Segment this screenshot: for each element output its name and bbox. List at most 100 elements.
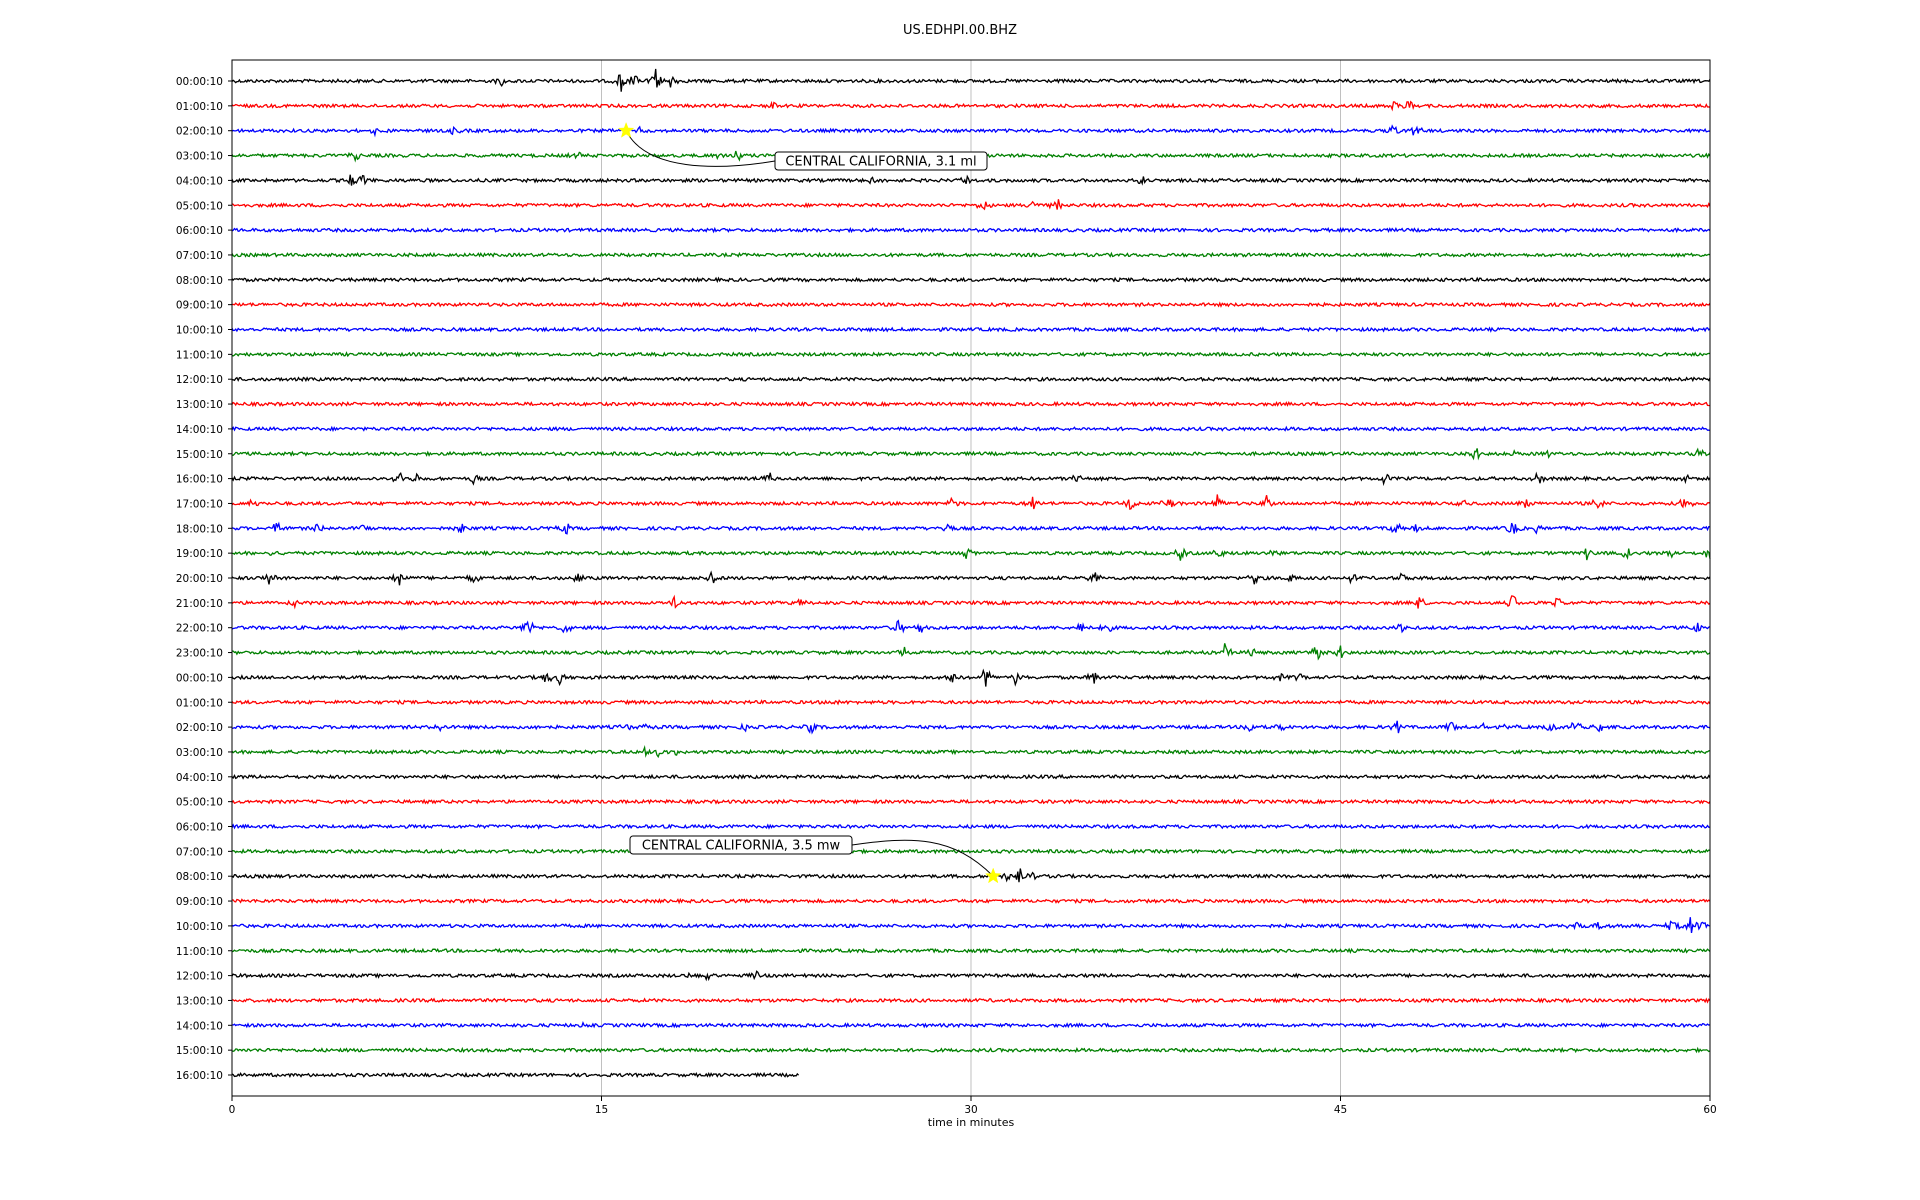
- x-tick-label: 45: [1334, 1104, 1347, 1116]
- y-tick-label: 21:00:10: [176, 598, 223, 610]
- y-tick-label: 13:00:10: [176, 399, 223, 411]
- y-tick-label: 10:00:10: [176, 921, 223, 933]
- trace-line: [231, 848, 1711, 855]
- trace-line: [231, 471, 1711, 487]
- y-tick-label: 09:00:10: [176, 896, 223, 908]
- trace-line: [231, 699, 1711, 706]
- trace-line: [231, 570, 1711, 586]
- y-tick-label: 11:00:10: [176, 349, 223, 361]
- trace-line: [231, 400, 1711, 408]
- trace-line: [231, 720, 1711, 735]
- y-tick-label: 14:00:10: [176, 424, 223, 436]
- trace-line: [231, 970, 1711, 982]
- trace-line: [231, 798, 1711, 805]
- y-tick-label: 19:00:10: [176, 548, 223, 560]
- y-tick-label: 04:00:10: [176, 175, 223, 187]
- y-tick-label: 12:00:10: [176, 971, 223, 983]
- y-tick-label: 01:00:10: [176, 101, 223, 113]
- y-tick-label: 01:00:10: [176, 697, 223, 709]
- trace-line: [231, 226, 1711, 234]
- annotation-box: [629, 835, 853, 855]
- trace-line: [231, 100, 1711, 112]
- y-tick-label: 06:00:10: [176, 822, 223, 834]
- y-tick-label: 18:00:10: [176, 523, 223, 535]
- trace-line: [231, 917, 1711, 934]
- trace-line: [231, 326, 1711, 333]
- trace-line: [231, 276, 1711, 284]
- x-tick-label: 60: [1703, 1104, 1716, 1116]
- y-tick-label: 10:00:10: [176, 325, 223, 337]
- y-tick-label: 08:00:10: [176, 275, 223, 287]
- trace-line: [231, 376, 1711, 383]
- trace-line: [232, 997, 1711, 1004]
- trace-line: [231, 1046, 1711, 1054]
- y-tick-label: 03:00:10: [176, 151, 223, 163]
- trace-line: [231, 351, 1711, 358]
- x-axis-label: time in minutes: [928, 1116, 1015, 1129]
- annotation-connector: [625, 130, 776, 167]
- y-tick-label: 06:00:10: [176, 225, 223, 237]
- event-star-marker: [617, 121, 635, 138]
- trace-line: [231, 199, 1711, 211]
- x-tick-label: 15: [595, 1104, 608, 1116]
- annotation-text: CENTRAL CALIFORNIA, 3.5 mw: [642, 839, 841, 854]
- trace-line: [232, 547, 1711, 561]
- trace-line: [231, 174, 1711, 186]
- trace-line: [231, 251, 1711, 259]
- y-tick-label: 11:00:10: [176, 946, 223, 958]
- y-tick-label: 02:00:10: [176, 126, 223, 138]
- y-tick-label: 23:00:10: [176, 648, 223, 660]
- y-tick-label: 15:00:10: [176, 1045, 223, 1057]
- trace-line: [231, 594, 1711, 610]
- annotation-box: [774, 151, 988, 171]
- y-tick-label: 17:00:10: [176, 498, 223, 510]
- trace-line: [231, 868, 1711, 883]
- y-tick-label: 05:00:10: [176, 797, 223, 809]
- y-tick-label: 00:00:10: [176, 672, 223, 684]
- trace-line: [231, 947, 1711, 955]
- trace-line: [231, 447, 1711, 461]
- y-tick-label: 00:00:10: [176, 76, 223, 88]
- trace-line: [231, 744, 1711, 759]
- y-tick-label: 15:00:10: [176, 449, 223, 461]
- trace-line: [231, 619, 1711, 634]
- trace-line: [231, 68, 1711, 92]
- y-tick-label: 07:00:10: [176, 846, 223, 858]
- x-axis: 0 15 30 45 60: [229, 1096, 1717, 1116]
- y-tick-label: 20:00:10: [176, 573, 223, 585]
- trace-line: [231, 494, 1711, 510]
- trace-line: [231, 1071, 800, 1079]
- trace-line: [231, 521, 1711, 535]
- chart-title: US.EDHPI.00.BHZ: [903, 23, 1017, 38]
- y-tick-label: 22:00:10: [176, 623, 223, 635]
- y-tick-label: 09:00:10: [176, 300, 223, 312]
- trace-line: [231, 124, 1711, 138]
- annotation-connector: [851, 839, 994, 877]
- x-tick-label: 0: [229, 1104, 236, 1116]
- y-tick-label: 07:00:10: [176, 250, 223, 262]
- annotation-layer: CENTRAL CALIFORNIA, 3.1 ml CENTRAL CALIFO…: [617, 121, 1002, 884]
- y-tick-label: 02:00:10: [176, 722, 223, 734]
- x-tick-label: 30: [964, 1104, 977, 1116]
- y-tick-label: 16:00:10: [176, 474, 223, 486]
- y-tick-label: 08:00:10: [176, 871, 223, 883]
- trace-line: [231, 897, 1711, 905]
- trace-line: [231, 823, 1711, 830]
- trace-layer: [231, 68, 1711, 1079]
- event-star-marker: [984, 867, 1002, 884]
- y-tick-label: 16:00:10: [176, 1070, 223, 1082]
- trace-line: [231, 1021, 1711, 1029]
- y-tick-label: 14:00:10: [176, 1020, 223, 1032]
- y-tick-label: 05:00:10: [176, 200, 223, 212]
- trace-line: [231, 301, 1711, 308]
- trace-line: [231, 668, 1711, 687]
- y-tick-label: 04:00:10: [176, 772, 223, 784]
- y-tick-label: 03:00:10: [176, 747, 223, 759]
- trace-line: [231, 773, 1711, 780]
- y-tick-label: 12:00:10: [176, 374, 223, 386]
- trace-line: [231, 425, 1711, 433]
- trace-line: [232, 643, 1711, 661]
- annotation-text: CENTRAL CALIFORNIA, 3.1 ml: [785, 155, 976, 170]
- y-tick-labels: 00:00:10 01:00:10 02:00:10 03:00:10 04:00:10…: [176, 76, 232, 1082]
